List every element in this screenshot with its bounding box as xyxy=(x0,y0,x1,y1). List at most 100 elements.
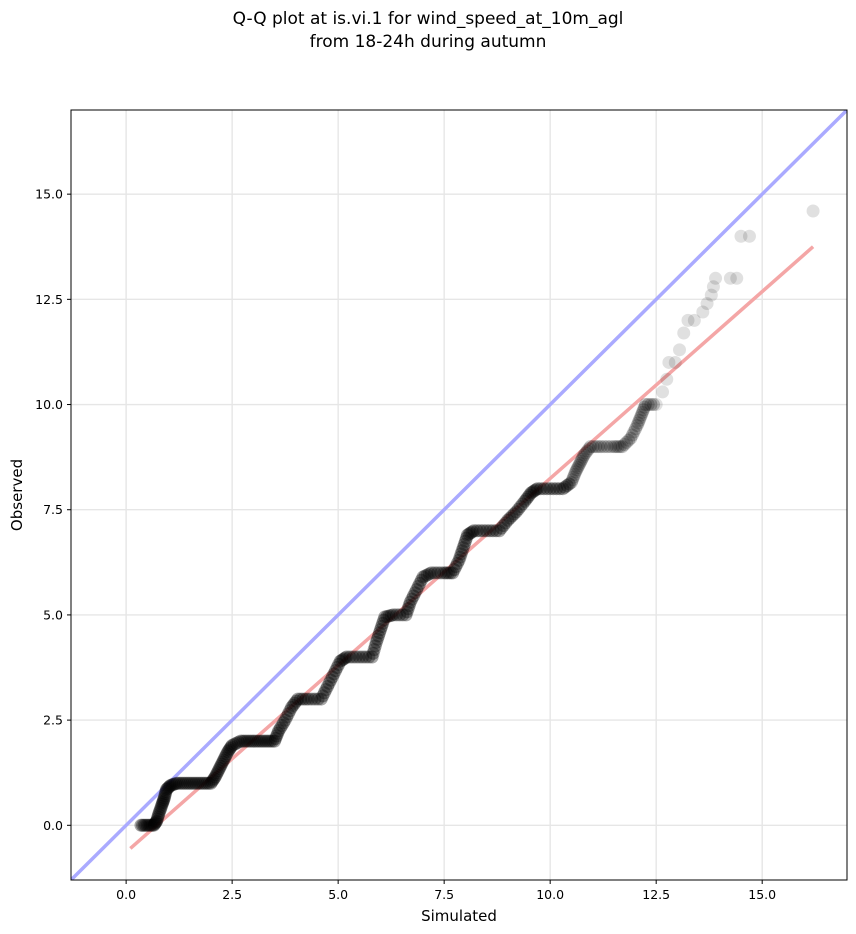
qq-point xyxy=(325,670,339,684)
qq-point xyxy=(406,589,420,603)
lines xyxy=(71,110,847,880)
qq-point xyxy=(386,608,400,622)
qq-point xyxy=(181,776,195,790)
qq-point xyxy=(458,534,472,548)
qq-point xyxy=(583,440,597,454)
y-axis-label: Observed xyxy=(8,459,26,531)
qq-point xyxy=(507,507,521,521)
qq-point xyxy=(465,525,479,539)
qq-point xyxy=(213,759,227,773)
qq-point xyxy=(687,313,701,327)
qq-point xyxy=(204,776,218,790)
qq-point xyxy=(154,801,168,815)
qq-point xyxy=(349,650,363,664)
qq-point xyxy=(467,524,481,538)
qq-point xyxy=(210,766,224,780)
qq-point xyxy=(255,734,269,748)
qq-point xyxy=(540,482,554,496)
qq-point xyxy=(324,673,338,687)
qq-point xyxy=(333,654,347,668)
qq-point xyxy=(420,568,434,582)
qq-point xyxy=(434,566,448,580)
qq-point xyxy=(700,297,714,311)
qq-point xyxy=(455,544,469,558)
qq-point xyxy=(574,454,588,468)
qq-point xyxy=(527,484,541,498)
qq-point xyxy=(311,692,325,706)
qq-point xyxy=(205,775,219,789)
qq-point xyxy=(446,566,460,580)
qq-point xyxy=(238,734,252,748)
qq-point xyxy=(411,580,425,594)
qq-point xyxy=(157,791,171,805)
qq-point xyxy=(441,566,455,580)
qq-point xyxy=(165,778,179,792)
qq-point xyxy=(343,650,357,664)
qq-point xyxy=(268,734,282,748)
qq-point xyxy=(294,692,308,706)
qq-point xyxy=(453,550,467,564)
qq-point xyxy=(367,643,381,657)
qq-point xyxy=(492,524,506,538)
qq-point xyxy=(299,692,313,706)
qq-point xyxy=(400,605,414,619)
qq-point xyxy=(216,755,230,769)
qq-point xyxy=(499,516,513,530)
qq-point xyxy=(424,566,438,580)
qq-point xyxy=(452,553,466,567)
qq-point xyxy=(346,650,360,664)
qq-point xyxy=(627,425,641,439)
qq-point xyxy=(253,734,267,748)
qq-point xyxy=(422,567,436,581)
qq-point xyxy=(225,738,239,752)
qq-point xyxy=(677,326,691,340)
qq-point xyxy=(673,343,687,357)
qq-point xyxy=(352,650,366,664)
qq-point xyxy=(187,776,201,790)
qq-point xyxy=(314,692,328,706)
qq-point xyxy=(649,398,663,412)
qq-point xyxy=(624,431,638,445)
qq-point xyxy=(209,768,223,782)
qq-point xyxy=(251,734,265,748)
qq-point xyxy=(704,288,718,302)
qq-point xyxy=(167,777,181,791)
qq-point xyxy=(172,776,186,790)
qq-point xyxy=(193,776,207,790)
qq-point xyxy=(157,793,171,807)
qq-point xyxy=(449,560,463,574)
qq-point xyxy=(152,808,166,822)
qq-point xyxy=(410,583,424,597)
qq-point xyxy=(529,483,543,497)
qq-point xyxy=(742,229,756,243)
qq-point xyxy=(277,716,291,730)
qq-point xyxy=(370,632,384,646)
qq-point xyxy=(366,646,380,660)
qq-point xyxy=(518,494,532,508)
y-tick-label: 7.5 xyxy=(43,502,63,517)
qq-point xyxy=(476,524,490,538)
qq-point xyxy=(158,787,172,801)
qq-point xyxy=(611,440,625,454)
qq-point xyxy=(283,704,297,718)
qq-point xyxy=(639,398,653,412)
qq-point xyxy=(375,619,389,633)
qq-point xyxy=(327,667,341,681)
qq-point xyxy=(140,818,154,832)
qq-point xyxy=(641,398,655,412)
x-tick-label: 5.0 xyxy=(328,887,348,902)
x-axis-label: Simulated xyxy=(421,907,497,925)
qq-point xyxy=(221,745,235,759)
qq-point xyxy=(164,778,178,792)
qq-point xyxy=(460,528,474,542)
qq-point xyxy=(416,570,430,584)
qq-point xyxy=(371,629,385,643)
qq-point xyxy=(635,405,649,419)
qq-point xyxy=(617,438,631,452)
qq-point xyxy=(224,740,238,754)
qq-point xyxy=(456,541,470,555)
qq-point xyxy=(218,751,232,765)
qq-point xyxy=(200,776,214,790)
qq-point xyxy=(168,777,182,791)
qq-point xyxy=(150,812,164,826)
